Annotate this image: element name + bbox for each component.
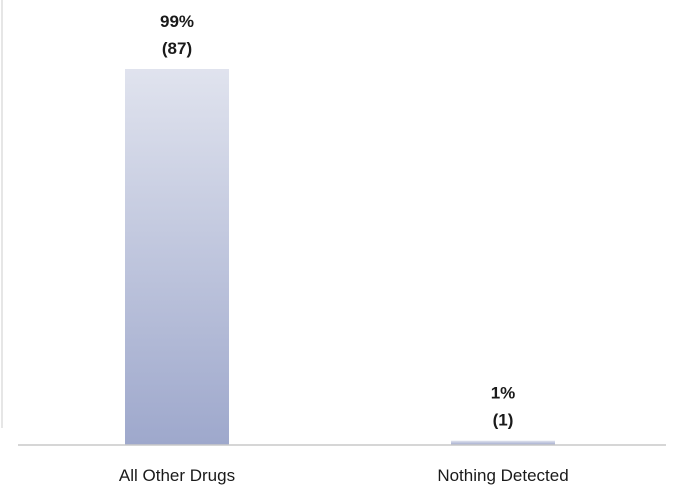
bar-all-other-drugs <box>125 69 229 445</box>
data-label-count: (87) <box>162 39 192 58</box>
data-label-percent: 1% <box>491 384 516 403</box>
bars-group <box>125 69 555 445</box>
data-label-percent: 99% <box>160 12 194 31</box>
x-tick-label: Nothing Detected <box>437 466 568 485</box>
data-label-count: (1) <box>493 411 514 430</box>
labels-group: 99% (87) All Other Drugs 1% (1) Nothing Detec… <box>119 12 569 485</box>
x-tick-label: All Other Drugs <box>119 466 235 485</box>
bar-nothing-detected <box>451 440 555 445</box>
